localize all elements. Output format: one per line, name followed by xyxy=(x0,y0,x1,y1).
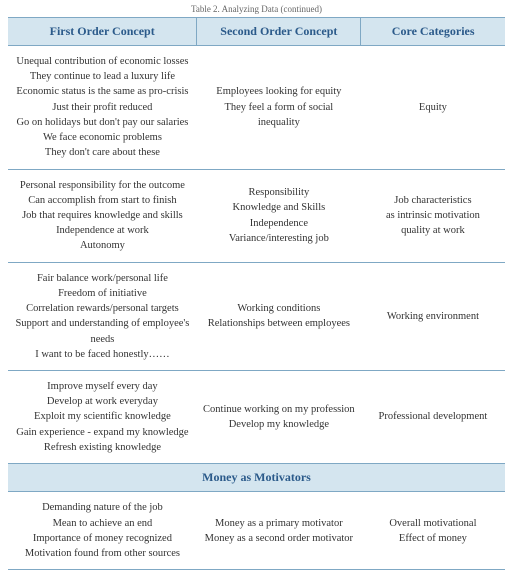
cell-line: Independence xyxy=(203,216,355,231)
cell-line: Equity xyxy=(367,100,499,115)
cell-line: Job characteristics xyxy=(367,193,499,208)
cell-line: They feel a form of social inequality xyxy=(203,100,355,130)
cell-line: Freedom of initiative xyxy=(14,286,191,301)
cell-line: quality at work xyxy=(367,223,499,238)
cell-line: Working environment xyxy=(367,309,499,324)
cell-line: I want to be faced honestly…… xyxy=(14,347,191,362)
table-row: Improve myself every dayDevelop at work … xyxy=(8,370,505,463)
table-row: Personal responsibility for the outcomeC… xyxy=(8,169,505,262)
cell-line: Working conditions xyxy=(203,301,355,316)
cell-line: Refresh existing knowledge xyxy=(14,440,191,455)
first-order-cell: Demanding nature of the jobMean to achie… xyxy=(8,492,197,570)
cell-line: Fair balance work/personal life xyxy=(14,271,191,286)
cell-line: as intrinsic motivation xyxy=(367,208,499,223)
core-category-cell: Professional development xyxy=(361,370,505,463)
cell-line: Develop my knowledge xyxy=(203,417,355,432)
cell-line: Importance of money recognized xyxy=(14,531,191,546)
cell-line: Go on holidays but don't pay our salarie… xyxy=(14,115,191,130)
cell-line: Develop at work everyday xyxy=(14,394,191,409)
cell-line: Motivation found from other sources xyxy=(14,546,191,561)
cell-line: Autonomy xyxy=(14,238,191,253)
section-row: Money as Motivators xyxy=(8,464,505,492)
cell-line: Support and understanding of employee's xyxy=(14,316,191,331)
first-order-cell: Fair balance work/personal lifeFreedom o… xyxy=(8,262,197,370)
cell-line: needs xyxy=(14,332,191,347)
cell-line: Independence at work xyxy=(14,223,191,238)
cell-line: Personal responsibility for the outcome xyxy=(14,178,191,193)
table-row: Demanding nature of the jobMean to achie… xyxy=(8,492,505,570)
cell-line: Mean to achieve an end xyxy=(14,516,191,531)
table-row: Fair balance work/personal lifeFreedom o… xyxy=(8,262,505,370)
col-header-core: Core Categories xyxy=(361,18,505,46)
cell-line: Gain experience - expand my knowledge xyxy=(14,425,191,440)
cell-line: Just their profit reduced xyxy=(14,100,191,115)
table-caption: Table 2. Analyzing Data (continued) xyxy=(8,4,505,14)
cell-line: Demanding nature of the job xyxy=(14,500,191,515)
cell-line: Variance/interesting job xyxy=(203,231,355,246)
core-category-cell: Working environment xyxy=(361,262,505,370)
cell-line: Professional development xyxy=(367,409,499,424)
cell-line: Effect of money xyxy=(367,531,499,546)
cell-line: Can accomplish from start to finish xyxy=(14,193,191,208)
second-order-cell: Working conditionsRelationships between … xyxy=(197,262,361,370)
cell-line: Overall motivational xyxy=(367,516,499,531)
cell-line: They don't care about these xyxy=(14,145,191,160)
col-header-first: First Order Concept xyxy=(8,18,197,46)
section-header: Money as Motivators xyxy=(8,464,505,492)
cell-line: Relationships between employees xyxy=(203,316,355,331)
cell-line: Knowledge and Skills xyxy=(203,200,355,215)
cell-line: Improve myself every day xyxy=(14,379,191,394)
second-order-cell: ResponsibilityKnowledge and SkillsIndepe… xyxy=(197,169,361,262)
first-order-cell: Unequal contribution of economic lossesT… xyxy=(8,46,197,170)
core-category-cell: Equity xyxy=(361,46,505,170)
cell-line: We face economic problems xyxy=(14,130,191,145)
core-category-cell: Job characteristicsas intrinsic motivati… xyxy=(361,169,505,262)
header-row: First Order Concept Second Order Concept… xyxy=(8,18,505,46)
table-row: Unequal contribution of economic lossesT… xyxy=(8,46,505,170)
second-order-cell: Money as a primary motivatorMoney as a s… xyxy=(197,492,361,570)
cell-line: Job that requires knowledge and skills xyxy=(14,208,191,223)
cell-line: Employees looking for equity xyxy=(203,84,355,99)
analysis-table: First Order Concept Second Order Concept… xyxy=(8,17,505,570)
cell-line: They continue to lead a luxury life xyxy=(14,69,191,84)
core-category-cell: Overall motivationalEffect of money xyxy=(361,492,505,570)
cell-line: Continue working on my profession xyxy=(203,402,355,417)
cell-line: Unequal contribution of economic losses xyxy=(14,54,191,69)
cell-line: Economic status is the same as pro-crisi… xyxy=(14,84,191,99)
second-order-cell: Continue working on my professionDevelop… xyxy=(197,370,361,463)
cell-line: Money as a second order motivator xyxy=(203,531,355,546)
second-order-cell: Employees looking for equityThey feel a … xyxy=(197,46,361,170)
first-order-cell: Improve myself every dayDevelop at work … xyxy=(8,370,197,463)
cell-line: Exploit my scientific knowledge xyxy=(14,409,191,424)
cell-line: Money as a primary motivator xyxy=(203,516,355,531)
table-container: Table 2. Analyzing Data (continued) Firs… xyxy=(0,0,513,578)
col-header-second: Second Order Concept xyxy=(197,18,361,46)
cell-line: Correlation rewards/personal targets xyxy=(14,301,191,316)
first-order-cell: Personal responsibility for the outcomeC… xyxy=(8,169,197,262)
cell-line: Responsibility xyxy=(203,185,355,200)
